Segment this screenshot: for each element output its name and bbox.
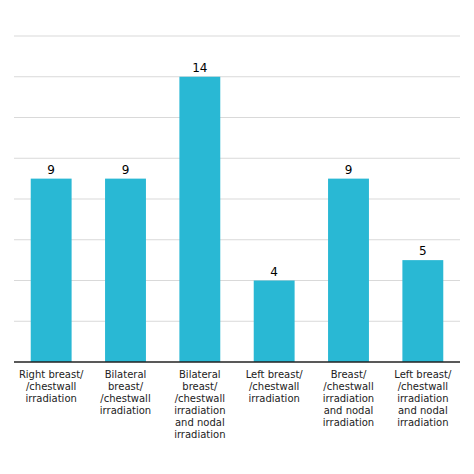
data-label: 9 <box>345 163 353 177</box>
bars <box>31 77 444 362</box>
bar <box>254 281 295 363</box>
x-tick-label: Breast//chestwallirradiationand nodalirr… <box>323 369 374 428</box>
x-tick-label: Right breast//chestwallirradiation <box>19 369 84 404</box>
grid-line <box>14 158 460 159</box>
grid-line <box>14 76 460 77</box>
x-axis-line <box>14 361 460 363</box>
bar <box>402 260 443 362</box>
data-label: 5 <box>419 244 427 258</box>
bar <box>328 179 369 362</box>
grid-line <box>14 36 460 37</box>
x-tick-label: Bilateralbreast//chestwallirradiationand… <box>174 369 225 440</box>
grid-line <box>14 117 460 118</box>
grid-line <box>14 239 460 240</box>
data-label: 9 <box>47 163 55 177</box>
x-tick-label: Left breast//chestwallirradiationand nod… <box>394 369 452 428</box>
data-label: 14 <box>192 61 207 75</box>
bar <box>179 77 220 362</box>
chart: 9 9 14 4 9 5 Right breast//chestwallirradiatio… <box>0 0 474 474</box>
data-label: 9 <box>122 163 130 177</box>
chart-container: 9 9 14 4 9 5 Right breast//chestwallirradiatio… <box>0 0 474 474</box>
grid <box>14 36 460 321</box>
grid-line <box>14 280 460 281</box>
bar <box>105 179 146 362</box>
x-tick-label: Bilateralbreast//chestwallirradiation <box>100 369 151 416</box>
data-label: 4 <box>270 265 278 279</box>
grid-line <box>14 199 460 200</box>
bar <box>31 179 72 362</box>
grid-line <box>14 321 460 322</box>
x-tick-label: Left breast//chestwallirradiation <box>246 369 304 404</box>
